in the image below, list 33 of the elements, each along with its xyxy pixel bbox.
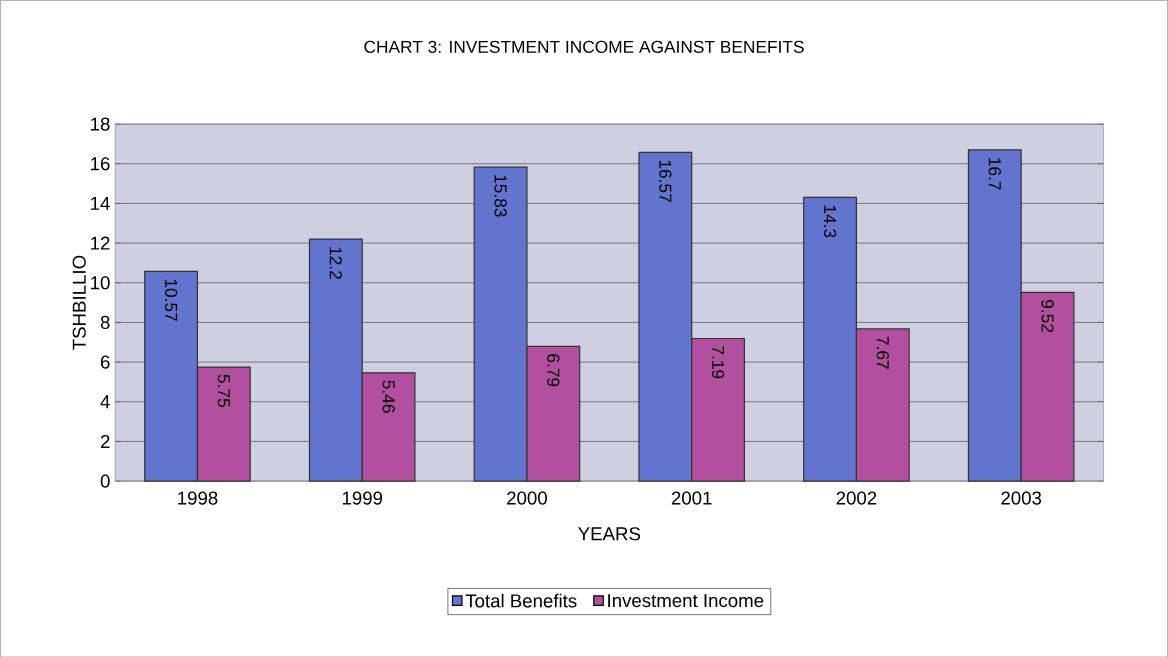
- y-tick-label: 6: [100, 355, 110, 369]
- legend-label: Investment Income: [608, 593, 764, 607]
- x-tick-label: 2003: [1001, 491, 1042, 505]
- data-label: 10.57: [164, 279, 178, 321]
- y-axis-title: TSHBILLIO: [72, 255, 86, 350]
- x-tick-label: 2000: [507, 491, 547, 505]
- data-label: 12.2: [329, 247, 342, 279]
- data-label: 15.83: [494, 175, 507, 217]
- y-tick-label: 12: [91, 236, 110, 250]
- chart-title: CHART 3: INVESTMENT INCOME AGAINST BENEFITS: [364, 40, 804, 53]
- y-tick-label: 10: [91, 275, 110, 290]
- data-label: 5.75: [217, 374, 230, 407]
- data-label: 5.46: [382, 380, 395, 413]
- y-tick-label: 16: [91, 156, 110, 171]
- x-tick-label: 1999: [342, 491, 383, 505]
- x-axis-title: YEARS: [578, 526, 641, 541]
- y-tick-label: 2: [100, 434, 110, 448]
- y-tick-label: 14: [91, 196, 110, 210]
- data-label: 16.7: [988, 157, 1001, 190]
- data-label: 7.19: [711, 346, 725, 379]
- x-tick-label: 2001: [671, 491, 712, 505]
- data-label: 14.3: [823, 205, 837, 238]
- y-tick-label: 18: [91, 117, 110, 131]
- data-label: 7.67: [876, 336, 889, 369]
- legend-label: Total Benefits: [465, 593, 577, 608]
- x-tick-label: 1998: [178, 491, 218, 505]
- y-tick-label: 4: [100, 395, 110, 408]
- data-label: 16.57: [659, 160, 672, 202]
- data-label: 6.79: [547, 353, 560, 387]
- data-label: 9.52: [1041, 299, 1054, 332]
- x-tick-label: 2002: [836, 491, 877, 505]
- y-tick-label: 8: [100, 315, 110, 329]
- y-tick-label: 0: [100, 474, 110, 488]
